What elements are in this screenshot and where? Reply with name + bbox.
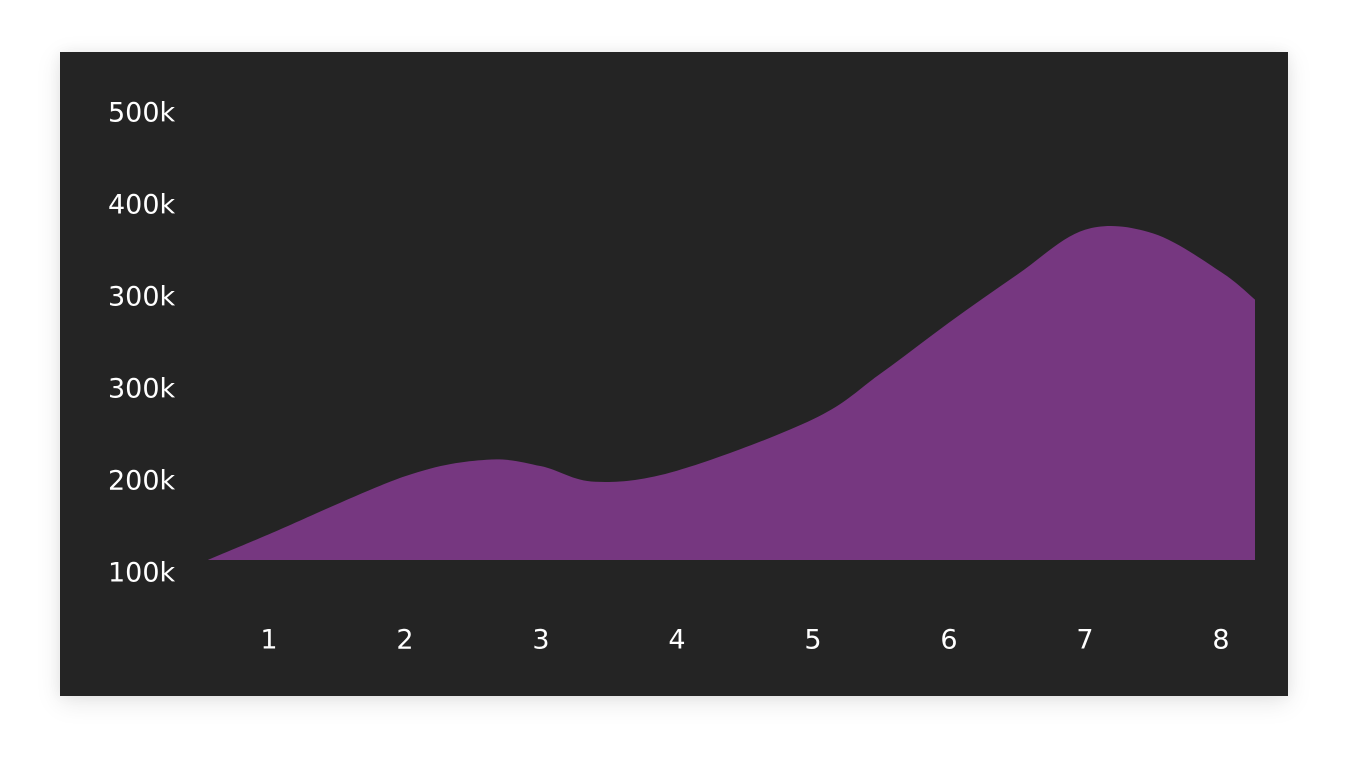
x-tick-label: 1 xyxy=(260,625,277,656)
y-tick-label: 300k xyxy=(108,374,176,405)
x-tick-label: 2 xyxy=(396,625,413,656)
area-series xyxy=(207,225,1255,561)
y-tick-label: 100k xyxy=(108,558,176,589)
y-tick-label: 400k xyxy=(108,190,176,221)
x-tick-label: 4 xyxy=(668,625,685,656)
x-tick-label: 8 xyxy=(1212,625,1229,656)
x-tick-label: 3 xyxy=(532,625,549,656)
x-axis: 1 2 3 4 5 6 7 8 xyxy=(260,625,1229,656)
y-tick-label: 200k xyxy=(108,466,176,497)
y-tick-label: 500k xyxy=(108,98,176,129)
x-tick-label: 6 xyxy=(940,625,957,656)
y-axis: 500k 400k 300k 300k 200k 100k xyxy=(108,98,176,589)
x-tick-label: 7 xyxy=(1076,625,1093,656)
x-tick-label: 5 xyxy=(804,625,821,656)
area-layer xyxy=(207,225,1255,561)
y-tick-label: 300k xyxy=(108,282,176,313)
